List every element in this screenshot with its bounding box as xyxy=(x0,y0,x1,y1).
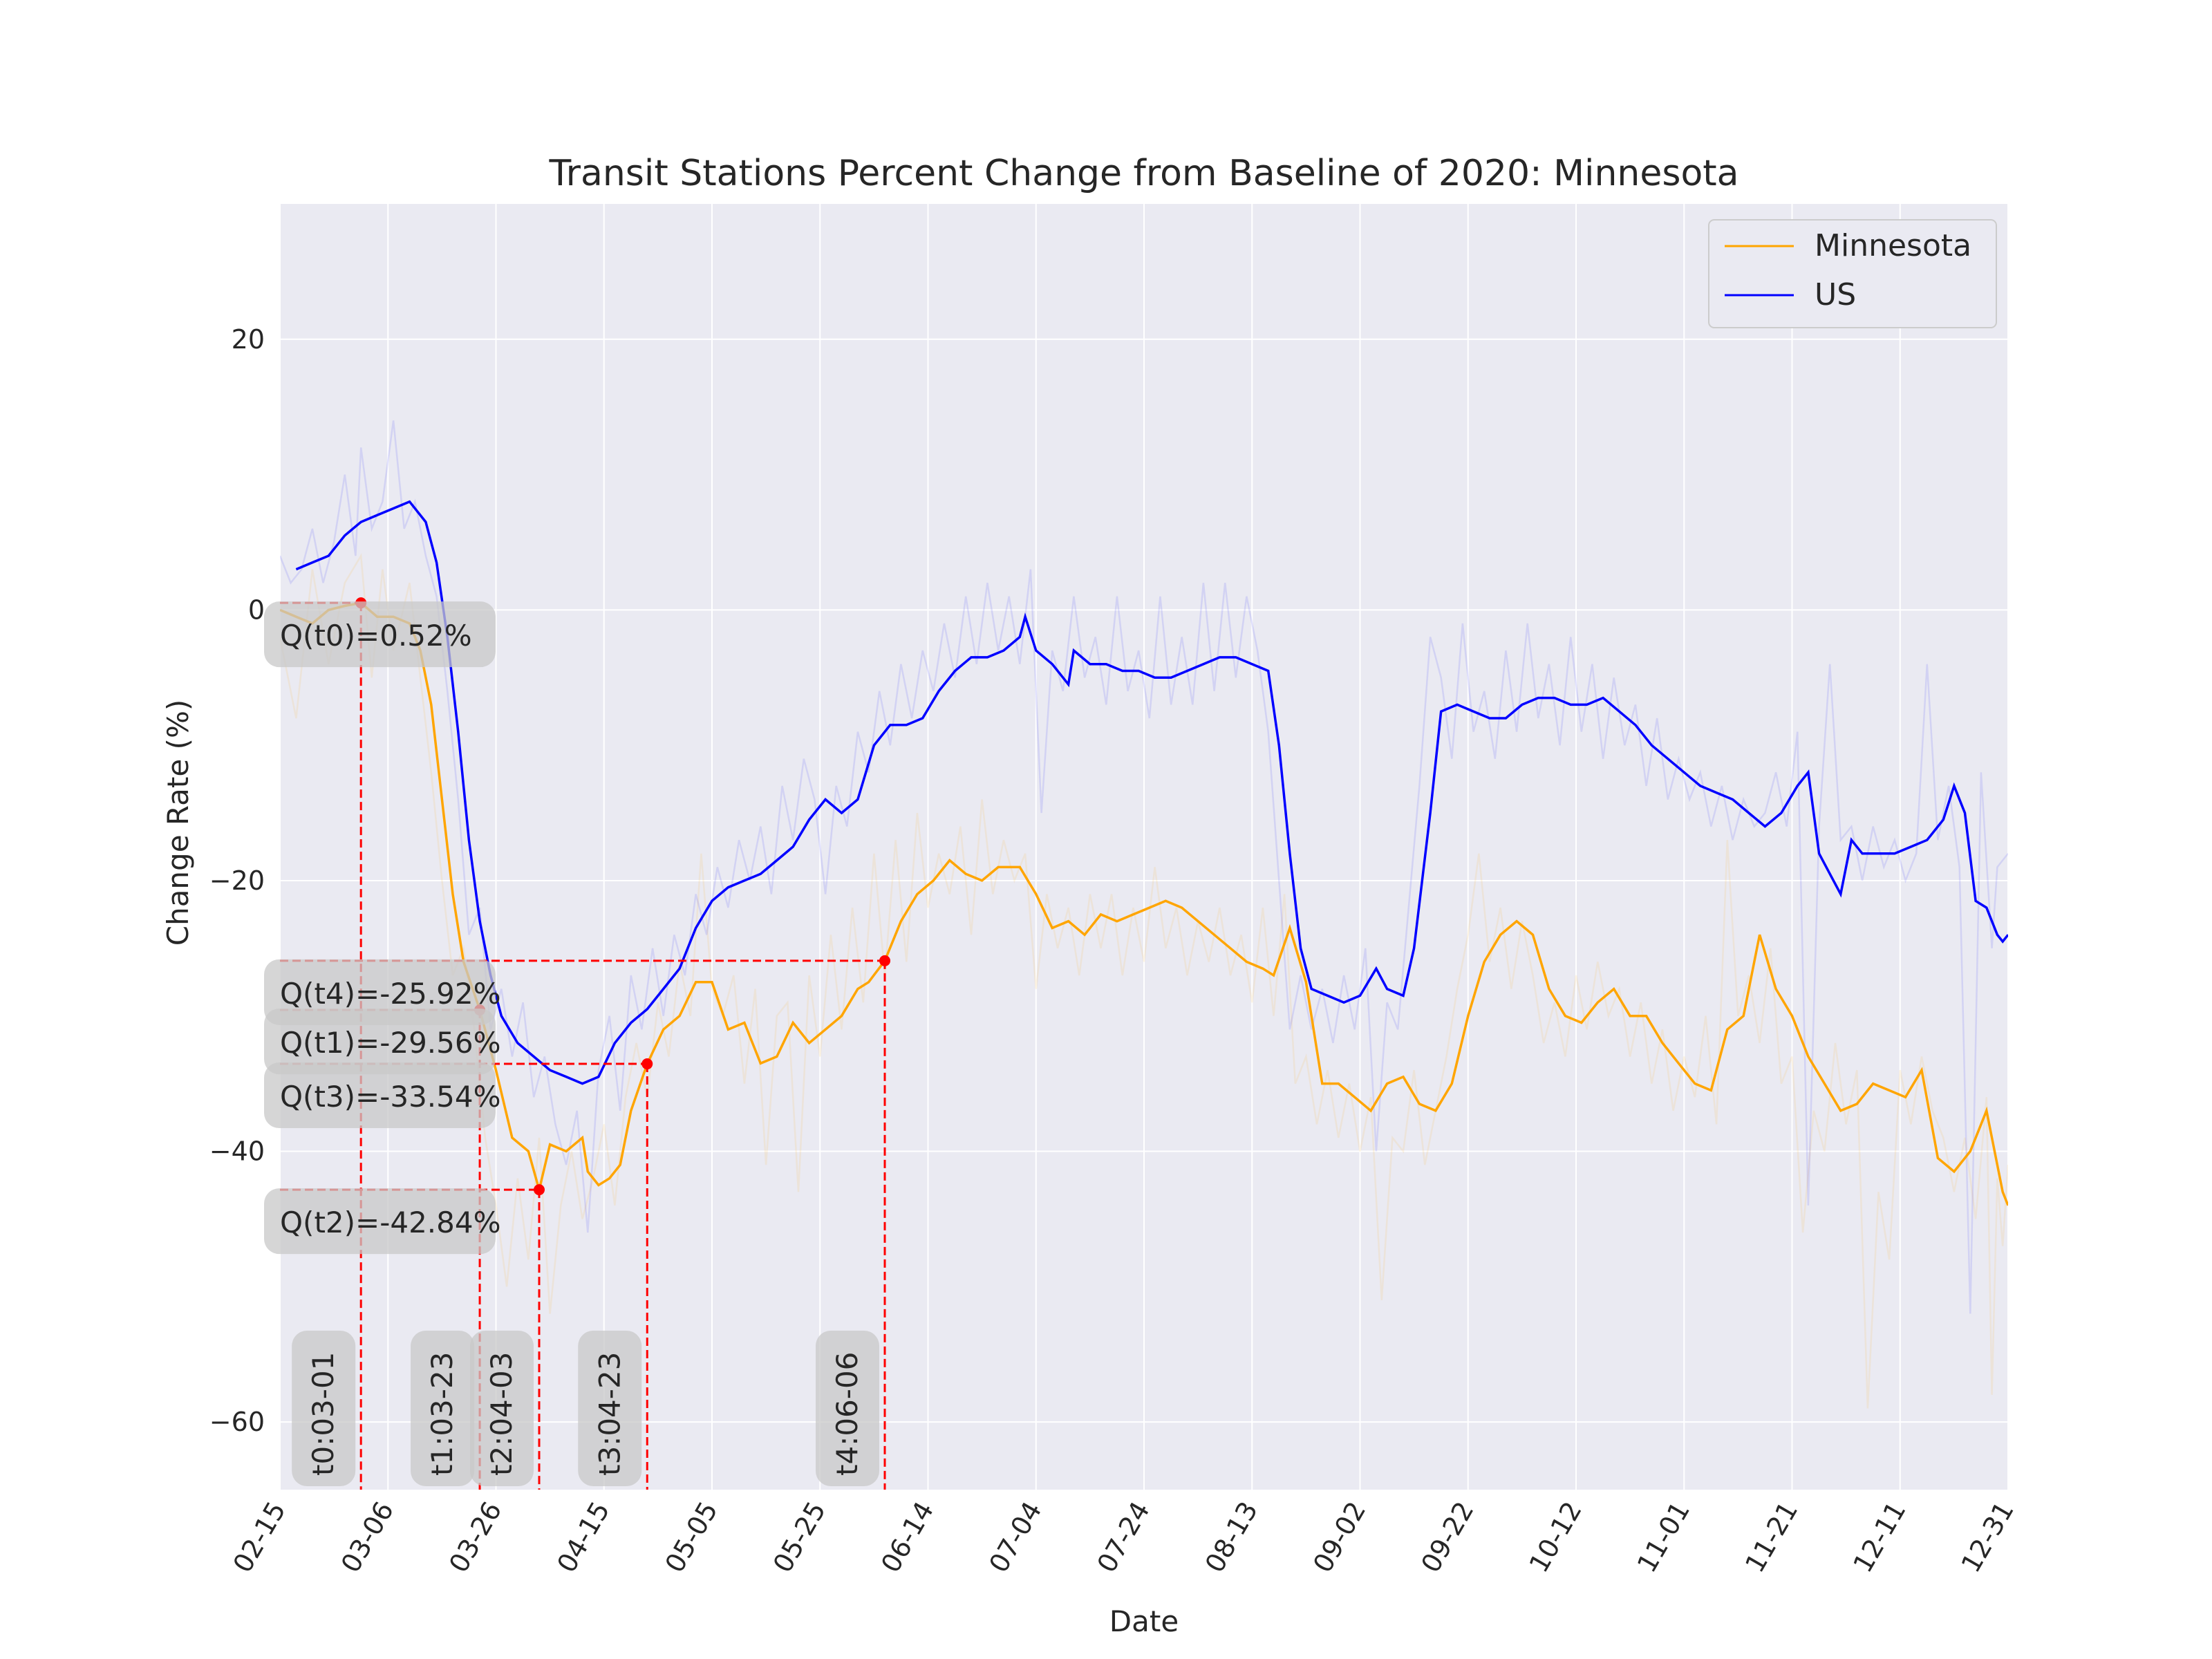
annotation-marker-t3 xyxy=(641,1058,653,1070)
y-tick-label: −20 xyxy=(209,865,265,896)
annotation-value-label-t3: Q(t3)=-33.54% xyxy=(280,1080,501,1114)
y-tick-label: 20 xyxy=(232,324,265,355)
annotation-marker-t2 xyxy=(534,1184,545,1196)
annotation-value-label-t1: Q(t1)=-29.56% xyxy=(280,1026,501,1060)
annotation-date-label-t0: t0:03-01 xyxy=(306,1352,340,1476)
series-line-us xyxy=(295,500,2008,1085)
annotation-date-box-t2 xyxy=(470,1331,534,1486)
annotation-value-box-t0 xyxy=(264,601,496,668)
y-tick-label: −60 xyxy=(209,1407,265,1437)
annotation-value-label-t2: Q(t2)=-42.84% xyxy=(280,1206,501,1239)
annotation-date-box-t3 xyxy=(578,1331,642,1486)
x-axis-title: Date xyxy=(1109,1604,1179,1638)
legend-label-minnesota: Minnesota xyxy=(1815,228,1971,263)
annotation-date-label-t3: t3:04-23 xyxy=(592,1352,626,1476)
annotation-date-label-t1: t1:03-23 xyxy=(425,1352,459,1476)
annotation-value-box-t2 xyxy=(264,1188,496,1255)
series-line-minnesota xyxy=(280,601,2008,1206)
series-raw-minnesota xyxy=(280,553,2008,1409)
annotation-value-box-t1 xyxy=(264,1009,496,1075)
annotation-marker-t4 xyxy=(879,955,890,966)
annotation-value-box-t3 xyxy=(264,1062,496,1129)
annotation-date-box-t0 xyxy=(292,1331,356,1486)
annotation-date-box-t1 xyxy=(411,1331,475,1486)
y-axis-title: Change Rate (%) xyxy=(161,700,195,946)
annotation-value-label-t0: Q(t0)=0.52% xyxy=(280,619,472,653)
legend: Minnesota US xyxy=(1708,219,1997,328)
annotation-value-label-t4: Q(t4)=-25.92% xyxy=(280,977,501,1011)
y-tick-label: 0 xyxy=(248,594,265,625)
annotation-value-box-t4 xyxy=(264,959,496,1025)
y-tick-label: −40 xyxy=(209,1136,265,1167)
legend-label-us: US xyxy=(1815,277,1856,312)
chart-title: Transit Stations Percent Change from Bas… xyxy=(548,153,1738,194)
annotation-date-box-t4 xyxy=(816,1331,879,1486)
annotation-date-label-t4: t4:06-06 xyxy=(830,1352,864,1476)
annotation-date-label-t2: t2:04-03 xyxy=(485,1352,518,1476)
plot-area: 02-15 03-06 03-26 04-15 05-05 05-25 06-14 07-04… xyxy=(209,204,2020,1577)
